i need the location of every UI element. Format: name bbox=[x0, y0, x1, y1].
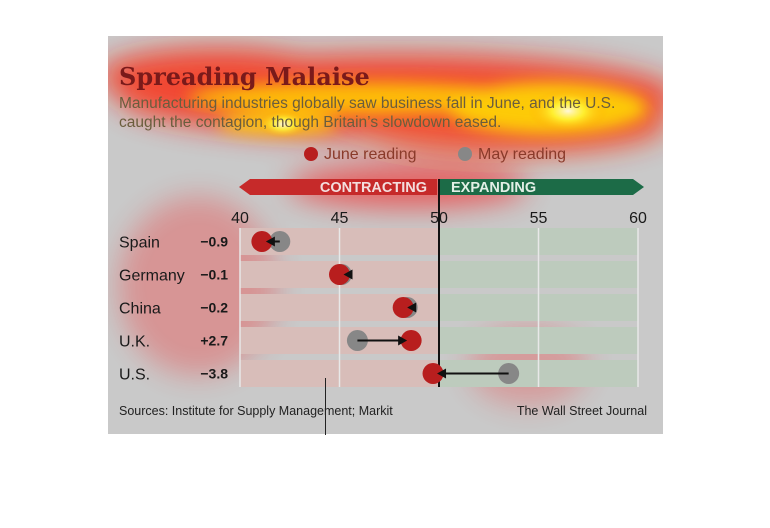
june-point bbox=[422, 363, 444, 384]
change-label: +2.7 bbox=[200, 333, 228, 349]
june-point bbox=[400, 330, 422, 351]
row-label: U.K. bbox=[119, 334, 150, 351]
change-arrowhead bbox=[343, 269, 353, 280]
credit: The Wall Street Journal bbox=[516, 404, 647, 418]
contracting-label: CONTRACTING bbox=[320, 180, 427, 196]
june-dot-icon bbox=[304, 147, 318, 161]
change-label: −0.9 bbox=[200, 234, 228, 250]
source-note: Sources: Institute for Supply Management… bbox=[119, 404, 393, 418]
june-point bbox=[392, 297, 414, 318]
change-arrowhead bbox=[407, 302, 417, 313]
x-tick-label-55: 55 bbox=[530, 210, 548, 227]
change-label: −0.1 bbox=[200, 267, 228, 283]
change-arrowhead bbox=[398, 335, 408, 346]
row-label: Germany bbox=[119, 268, 185, 285]
chart-card: Spreading Malaise Manufacturing industri… bbox=[108, 36, 663, 434]
x-tick-label-60: 60 bbox=[629, 210, 647, 227]
expanding-label: EXPANDING bbox=[451, 180, 536, 196]
x-tick-label-40: 40 bbox=[231, 210, 249, 227]
x-tick-label-45: 45 bbox=[331, 210, 349, 227]
june-point bbox=[329, 264, 350, 285]
cursor-line bbox=[325, 378, 326, 435]
row-label: Spain bbox=[119, 235, 160, 252]
row-label: U.S. bbox=[119, 367, 150, 384]
change-arrowhead bbox=[437, 368, 447, 379]
change-label: −0.2 bbox=[200, 300, 228, 316]
row-label: China bbox=[119, 301, 161, 318]
change-label: −3.8 bbox=[200, 366, 228, 382]
